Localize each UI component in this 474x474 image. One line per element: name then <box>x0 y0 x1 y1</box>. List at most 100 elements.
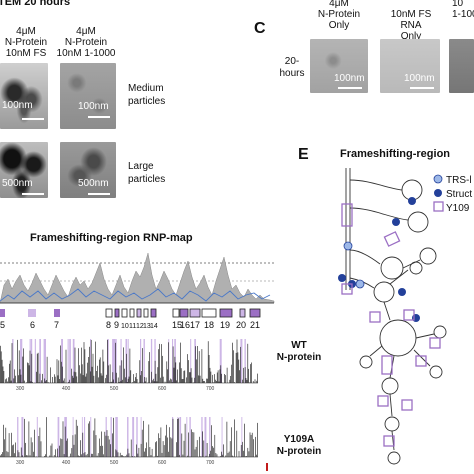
crosslink-bar <box>9 360 11 383</box>
tem-micrograph-medium-fs: 100nm <box>0 63 48 129</box>
panel-c-col2-line2: RNA <box>400 20 422 31</box>
region-box-8 <box>105 308 113 318</box>
crosslink-bar <box>181 379 183 383</box>
crosslink-bar <box>143 420 144 457</box>
crosslink-bar <box>141 429 143 457</box>
highlight-band <box>110 417 112 457</box>
crosslink-bar <box>26 382 27 383</box>
crosslink-bar <box>125 377 126 383</box>
y109-box <box>381 355 393 375</box>
crosslink-bar <box>45 454 46 457</box>
crosslink-bar <box>38 436 40 457</box>
crosslink-bar <box>156 381 158 383</box>
crosslink-bar <box>60 345 61 383</box>
crosslink-bar <box>4 439 5 457</box>
crosslink-bar <box>107 339 108 383</box>
crosslink-bar <box>166 361 168 383</box>
highlight-band <box>172 339 174 383</box>
crosslink-bar <box>90 371 91 383</box>
crosslink-bar <box>220 456 221 457</box>
wt-label-line1: WT <box>291 340 307 351</box>
legend-trs-marker <box>433 174 443 184</box>
crosslink-bar <box>198 351 200 383</box>
crosslink-bar <box>137 453 139 457</box>
y109-box <box>415 355 427 367</box>
crosslink-bar <box>75 372 77 383</box>
tem-row1-label-line2: particles <box>128 96 166 107</box>
crosslink-bar <box>188 360 189 383</box>
crosslink-bar <box>207 378 208 383</box>
crosslink-bar <box>27 455 29 457</box>
crosslink-bar <box>128 453 130 457</box>
crosslink-bar <box>122 455 123 457</box>
region-box-6 <box>28 309 36 317</box>
panel-c-col1-line1: 4μM <box>329 0 349 9</box>
crosslink-bar <box>88 357 89 383</box>
crosslink-bar <box>82 375 84 383</box>
crosslink-bar <box>191 377 193 383</box>
highlight-band <box>136 417 138 457</box>
panel-c-scale-label-2: 100nm <box>404 73 435 84</box>
crosslink-bar <box>20 374 22 383</box>
highlight-band <box>17 417 19 457</box>
crosslink-bar <box>54 376 56 383</box>
tem-col1-line2: N-Protein <box>4 37 48 48</box>
crosslink-bar <box>194 449 196 457</box>
crosslink-bar <box>257 373 258 383</box>
crosslink-bar <box>105 435 107 457</box>
crosslink-bar <box>176 442 177 457</box>
y109a-red-marker <box>266 463 268 471</box>
crosslink-bar <box>81 347 82 383</box>
crosslink-bar <box>172 346 174 383</box>
highlight-band <box>132 417 135 457</box>
crosslink-bar <box>222 454 223 457</box>
highlight-band <box>43 339 46 383</box>
crosslink-bar <box>129 348 131 383</box>
crosslink-bar <box>30 381 32 383</box>
structure-marker <box>412 314 420 322</box>
region-number-8: 8 <box>106 320 111 330</box>
crosslink-bar <box>95 341 96 383</box>
region-number-21: 21 <box>250 320 260 330</box>
crosslink-bar <box>232 455 233 457</box>
crosslink-bar <box>49 455 51 457</box>
tem-row1-label-line1: Medium <box>128 83 164 94</box>
crosslink-bar <box>135 373 137 383</box>
crosslink-bar <box>127 448 129 457</box>
crosslink-bar <box>73 444 75 457</box>
tem-row2-label-line2: particles <box>128 174 166 185</box>
crosslink-bar <box>48 382 50 383</box>
tem-row2-label: Large particles <box>128 160 165 186</box>
crosslink-bar <box>108 439 110 457</box>
y109a-tick-500: 500 <box>110 460 119 466</box>
crosslink-bar <box>244 367 246 383</box>
crosslink-bar <box>115 449 117 457</box>
highlight-band <box>84 417 85 457</box>
crosslink-bar <box>203 440 205 457</box>
crosslink-bar <box>23 348 24 383</box>
crosslink-bar <box>96 371 97 383</box>
tem-micrograph-large-1000: 500nm <box>60 142 116 198</box>
wt-tick-600: 600 <box>158 386 167 392</box>
y109-box <box>377 395 389 407</box>
crosslink-bar <box>126 353 127 383</box>
y109a-tick-600: 600 <box>158 460 167 466</box>
tem-scale-label-medium-1000: 100nm <box>78 101 109 112</box>
crosslink-bar <box>126 382 128 383</box>
crosslink-bar <box>111 381 113 383</box>
crosslink-bar <box>27 363 29 383</box>
panel-c-col2-label: 10nM FS RNA Only <box>376 9 446 42</box>
crosslink-bar <box>205 455 207 457</box>
crosslink-bar <box>212 374 213 383</box>
crosslink-bar <box>210 371 212 383</box>
crosslink-bar <box>213 382 214 383</box>
region-number-10: 10 <box>121 323 129 330</box>
crosslink-bar <box>167 437 168 457</box>
crosslink-bar <box>174 356 176 383</box>
crosslink-bar <box>141 371 142 383</box>
crosslink-bar <box>237 352 239 383</box>
crosslink-bar <box>92 353 94 383</box>
crosslink-bar <box>100 445 101 457</box>
highlight-band <box>90 417 92 457</box>
crosslink-bar <box>57 375 59 383</box>
